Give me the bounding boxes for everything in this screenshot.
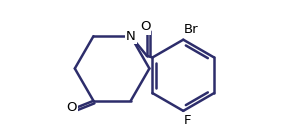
Text: N: N — [126, 30, 135, 43]
Text: F: F — [184, 114, 192, 127]
Text: O: O — [66, 101, 77, 114]
Text: O: O — [140, 20, 150, 33]
Text: Br: Br — [184, 23, 199, 36]
